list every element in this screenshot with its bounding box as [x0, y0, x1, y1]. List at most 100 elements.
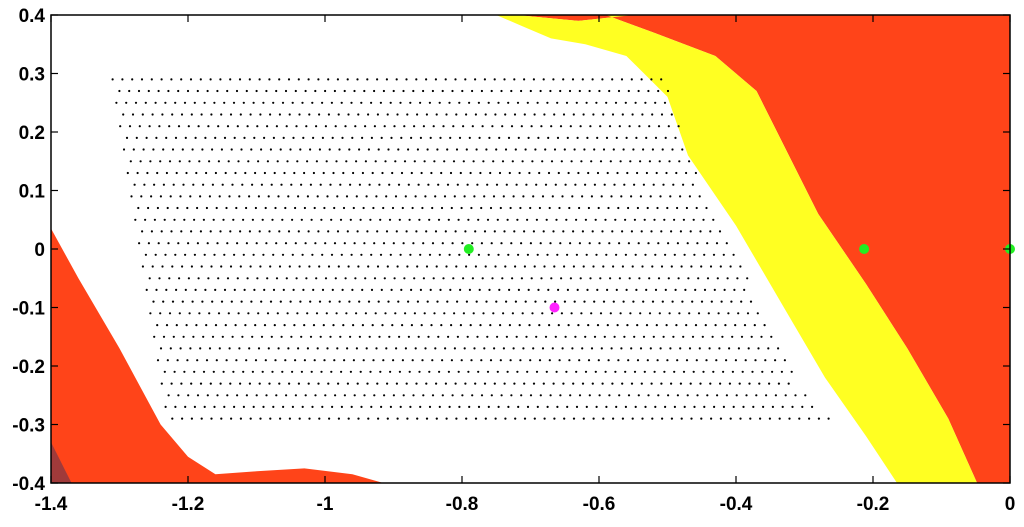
grid-point: [649, 195, 652, 198]
grid-point: [666, 359, 669, 362]
grid-point: [214, 136, 217, 139]
grid-point: [467, 370, 470, 373]
grid-point: [700, 265, 703, 268]
grid-point: [191, 300, 194, 303]
grid-point: [340, 370, 343, 373]
grid-point: [518, 171, 521, 175]
grid-point: [309, 183, 312, 186]
grid-point: [324, 242, 327, 245]
grid-point: [469, 171, 472, 175]
grid-point: [504, 113, 507, 116]
grid-point: [722, 253, 725, 256]
grid-point: [537, 136, 540, 139]
grid-point: [514, 417, 517, 420]
grid-point: [419, 101, 422, 104]
grid-point: [510, 89, 513, 93]
grid-point: [137, 89, 141, 93]
grid-point: [708, 347, 711, 350]
grid-point: [730, 300, 733, 303]
grid-point: [252, 101, 255, 104]
grid-point: [225, 359, 228, 362]
grid-point: [356, 78, 359, 81]
grid-point: [374, 312, 377, 315]
grid-point: [485, 148, 488, 151]
grid-point: [213, 253, 216, 256]
grid-point: [492, 195, 496, 198]
grid-point: [673, 218, 676, 221]
grid-point: [523, 78, 526, 81]
grid-point: [502, 195, 505, 198]
grid-point: [348, 300, 351, 303]
grid-point: [429, 136, 432, 139]
grid-point: [605, 405, 608, 408]
grid-point: [620, 347, 623, 350]
grid-point: [257, 347, 261, 350]
grid-point: [381, 171, 384, 175]
grid-point: [245, 394, 248, 397]
grid-point: [229, 78, 232, 81]
grid-point: [291, 218, 294, 221]
grid-point: [569, 394, 572, 397]
grid-point: [640, 230, 643, 233]
grid-point: [444, 78, 447, 81]
grid-point: [177, 89, 180, 93]
grid-point: [680, 417, 683, 420]
grid-point: [214, 171, 217, 175]
grid-point: [577, 324, 580, 327]
grid-point: [278, 113, 281, 116]
grid-point: [212, 370, 215, 373]
grid-point: [352, 171, 355, 175]
grid-point: [167, 394, 170, 397]
grid-point: [716, 394, 719, 397]
grid-point: [681, 148, 684, 151]
grid-point: [739, 265, 742, 268]
grid-point: [588, 242, 591, 245]
grid-point: [612, 148, 615, 151]
grid-point: [211, 300, 214, 303]
grid-point: [682, 370, 686, 373]
grid-point: [180, 382, 183, 385]
grid-point: [291, 253, 294, 256]
grid-point: [633, 183, 636, 186]
grid-point: [516, 101, 520, 104]
grid-point: [597, 359, 600, 362]
grid-point: [511, 312, 514, 315]
grid-point: [515, 335, 518, 338]
grid-point: [394, 312, 397, 315]
grid-point: [140, 195, 143, 198]
grid-point: [269, 300, 273, 303]
grid-point: [416, 300, 419, 303]
grid-point: [427, 183, 430, 186]
grid-point: [598, 394, 601, 397]
grid-point: [482, 312, 485, 315]
grid-point: [538, 206, 542, 210]
grid-point: [456, 300, 459, 303]
grid-point: [324, 394, 327, 397]
grid-point: [449, 136, 452, 139]
grid-point: [425, 382, 428, 385]
grid-point: [481, 125, 484, 128]
grid-point: [572, 265, 576, 268]
grid-point: [397, 148, 400, 151]
grid-point: [616, 171, 619, 175]
grid-point: [188, 160, 191, 163]
grid-point: [637, 242, 640, 245]
grid-point: [645, 324, 649, 327]
grid-point: [473, 347, 476, 350]
grid-point: [208, 195, 211, 198]
grid-point: [561, 347, 564, 350]
grid-point: [563, 417, 566, 420]
grid-point: [343, 89, 346, 93]
grid-point: [441, 394, 444, 397]
grid-point: [480, 89, 483, 93]
grid-point: [516, 370, 519, 373]
grid-point: [156, 359, 160, 362]
y-tick-label: -0.1: [12, 299, 45, 320]
grid-point: [608, 89, 611, 93]
grid-point: [324, 277, 328, 280]
grid-point: [211, 148, 214, 151]
grid-point: [712, 218, 715, 221]
grid-point: [483, 230, 487, 233]
grid-point: [341, 288, 344, 291]
grid-point: [729, 265, 732, 268]
